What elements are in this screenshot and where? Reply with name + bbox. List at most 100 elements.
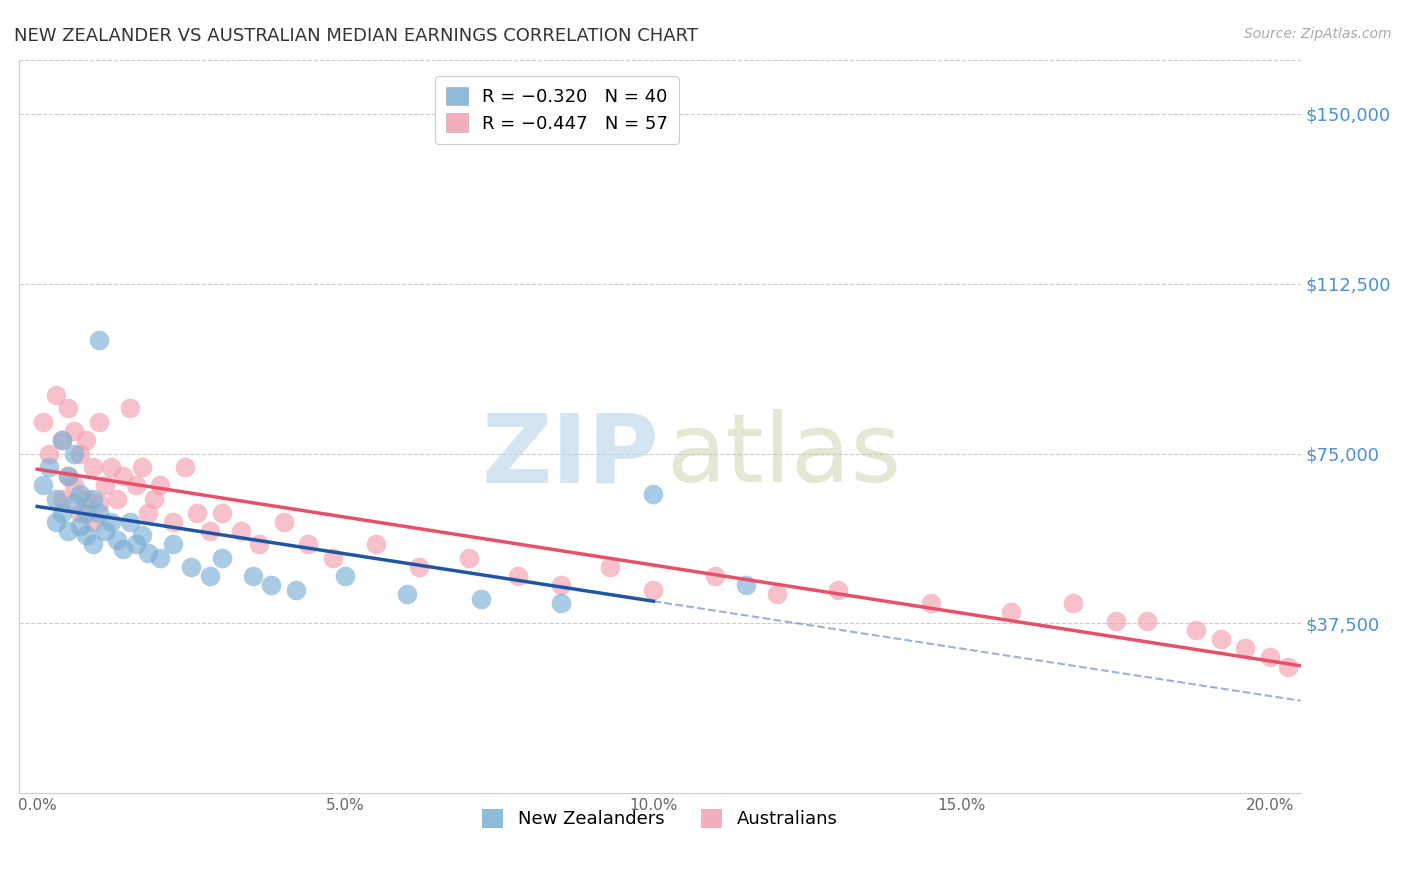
Point (211, 506, 233, 520)
Point (45, 515, 67, 529)
Point (247, 537, 270, 551)
Point (506, 569, 529, 583)
Point (82, 460, 104, 475)
Point (1234, 641, 1257, 656)
Point (297, 537, 319, 551)
Point (82, 515, 104, 529)
Point (285, 582, 308, 597)
Point (211, 550, 233, 565)
Text: atlas: atlas (666, 409, 901, 502)
Text: NEW ZEALANDER VS AUSTRALIAN MEDIAN EARNINGS CORRELATION CHART: NEW ZEALANDER VS AUSTRALIAN MEDIAN EARNI… (14, 27, 697, 45)
Point (1062, 596, 1084, 610)
Point (75, 433, 97, 447)
Point (63, 496, 86, 510)
Point (56, 469, 79, 483)
Text: ZIP: ZIP (482, 409, 659, 502)
Point (87, 506, 110, 520)
Point (63, 424, 86, 438)
Point (143, 491, 166, 506)
Point (125, 537, 148, 551)
Point (643, 487, 665, 501)
Point (94, 524, 117, 538)
Point (51, 433, 73, 447)
Point (51, 433, 73, 447)
Point (69, 506, 91, 520)
Point (550, 596, 572, 610)
Point (82, 491, 104, 506)
Point (1277, 659, 1299, 673)
Text: Source: ZipAtlas.com: Source: ZipAtlas.com (1244, 27, 1392, 41)
Point (1000, 605, 1022, 619)
Point (100, 460, 122, 475)
Point (100, 515, 122, 529)
Point (162, 537, 184, 551)
Point (87, 496, 110, 510)
Point (69, 447, 91, 461)
Point (56, 469, 79, 483)
Point (45, 388, 67, 402)
Point (38, 460, 60, 475)
Point (75, 506, 97, 520)
Point (1105, 614, 1128, 628)
Point (1135, 614, 1157, 628)
Point (51, 491, 73, 506)
Point (827, 582, 849, 597)
Point (198, 524, 221, 538)
Point (136, 506, 159, 520)
Point (82, 537, 104, 551)
Point (470, 591, 492, 606)
Point (63, 478, 86, 492)
Point (75, 491, 97, 506)
Point (162, 515, 184, 529)
Point (180, 560, 202, 574)
Point (118, 515, 141, 529)
Point (643, 582, 665, 597)
Point (229, 524, 252, 538)
Point (136, 546, 159, 560)
Point (75, 528, 97, 542)
Point (87, 415, 110, 429)
Legend: New Zealanders, Australians: New Zealanders, Australians (474, 802, 845, 836)
Point (322, 550, 344, 565)
Point (118, 401, 141, 416)
Point (260, 578, 283, 592)
Point (125, 478, 148, 492)
Point (765, 587, 787, 601)
Point (704, 569, 727, 583)
Point (735, 578, 758, 592)
Point (149, 550, 172, 565)
Point (112, 541, 135, 556)
Point (56, 401, 79, 416)
Point (105, 533, 128, 547)
Point (63, 447, 86, 461)
Point (1209, 632, 1232, 647)
Point (1185, 624, 1208, 638)
Point (395, 587, 418, 601)
Point (38, 447, 60, 461)
Point (69, 519, 91, 533)
Point (273, 515, 295, 529)
Point (69, 487, 91, 501)
Point (550, 578, 572, 592)
Point (87, 334, 110, 348)
Point (920, 596, 942, 610)
Point (335, 569, 357, 583)
Point (198, 569, 221, 583)
Point (242, 569, 264, 583)
Point (186, 506, 208, 520)
Point (94, 478, 117, 492)
Point (56, 524, 79, 538)
Point (457, 550, 479, 565)
Point (408, 560, 430, 574)
Point (32, 478, 55, 492)
Point (45, 491, 67, 506)
Point (366, 537, 388, 551)
Point (131, 460, 153, 475)
Point (149, 478, 172, 492)
Point (599, 560, 621, 574)
Point (105, 491, 128, 506)
Point (32, 415, 55, 429)
Point (112, 469, 135, 483)
Point (174, 460, 197, 475)
Point (1258, 650, 1281, 665)
